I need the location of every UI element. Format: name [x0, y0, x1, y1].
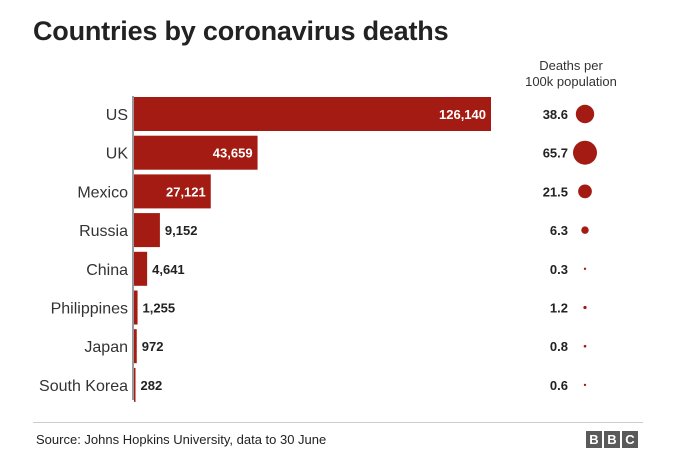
deaths-per-100k-circle-japan [583, 344, 587, 348]
deaths-per-100k-value-mexico: 21.5 [543, 184, 568, 199]
deaths-per-100k-circle-us [575, 104, 595, 124]
category-label-uk: UK [106, 146, 129, 163]
deaths-per-100k-value-south-korea: 0.6 [550, 378, 568, 393]
bar-mexico [134, 174, 211, 209]
category-label-japan: Japan [84, 339, 128, 356]
deaths-per-100k-value-russia: 6.3 [550, 223, 568, 238]
value-label-south-korea: 282 [141, 378, 163, 393]
category-label-russia: Russia [79, 223, 128, 240]
deaths-per-100k-header-line-1: Deaths per [539, 58, 603, 73]
bar-japan [134, 329, 137, 364]
deaths-per-100k-circle-philippines [583, 305, 587, 310]
category-label-mexico: Mexico [77, 184, 128, 201]
deaths-per-100k-value-china: 0.3 [550, 262, 568, 277]
bar-china [134, 251, 148, 286]
bar-philippines [134, 290, 138, 325]
bar-south-korea [134, 367, 136, 402]
bar-us [134, 97, 491, 131]
deaths-per-100k-value-japan: 0.8 [550, 339, 568, 354]
bar-russia [134, 213, 160, 248]
source-note: Source: Johns Hopkins University, data t… [36, 432, 327, 447]
category-label-us: US [106, 107, 128, 124]
value-label-china: 4,641 [152, 262, 185, 277]
value-label-us: 126,140 [439, 107, 486, 122]
deaths-per-100k-value-uk: 65.7 [543, 146, 568, 161]
bbc-logo-letter-2: B [604, 431, 620, 448]
value-label-uk: 43,659 [213, 146, 253, 161]
value-label-mexico: 27,121 [166, 184, 206, 199]
deaths-per-100k-value-philippines: 1.2 [550, 301, 568, 316]
bbc-logo-letter-3: C [622, 431, 638, 448]
deaths-per-100k-circle-russia [581, 226, 589, 234]
deaths-per-100k-circle-south-korea [583, 383, 587, 387]
deaths-per-100k-header-line-2: 100k population [525, 74, 617, 89]
deaths-per-100k-value-us: 38.6 [543, 107, 568, 122]
category-label-china: China [86, 262, 128, 279]
bbc-logo: B B C [586, 431, 638, 448]
footer-divider [33, 422, 643, 423]
deaths-per-100k-header: Deaths per 100k population [506, 58, 636, 90]
deaths-per-100k-circle-china [583, 267, 587, 270]
bar-uk [134, 135, 258, 170]
deaths-per-100k-circle-mexico [578, 184, 592, 199]
chart-title: Countries by coronavirus deaths [33, 16, 449, 46]
category-label-philippines: Philippines [51, 301, 128, 318]
deaths-per-100k-circle-uk [573, 140, 597, 165]
value-label-japan: 972 [142, 339, 164, 354]
value-label-philippines: 1,255 [143, 301, 176, 316]
value-label-russia: 9,152 [165, 223, 198, 238]
category-label-south-korea: South Korea [39, 378, 128, 395]
bbc-logo-letter-1: B [586, 431, 602, 448]
